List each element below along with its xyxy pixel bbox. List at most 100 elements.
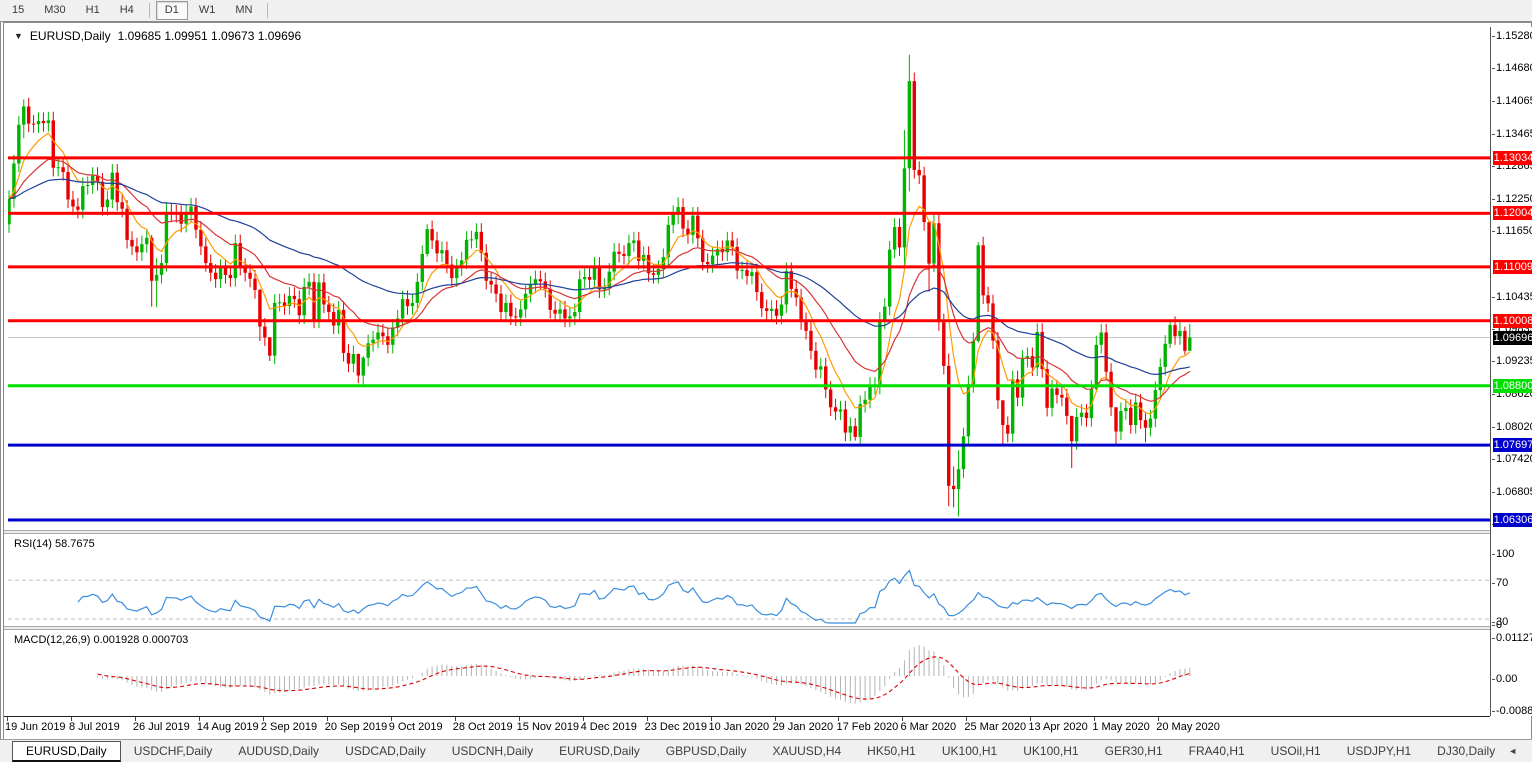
macd-indicator-chart[interactable] (8, 630, 1490, 716)
symbol-tab-bar: EURUSD,Daily USDCHF,Daily AUDUSD,Daily USDC… (0, 739, 1532, 762)
timeframe-toolbar: 15 M30 H1 H4 D1 W1 MN (0, 0, 1532, 21)
date-tick (1094, 717, 1096, 721)
price-tick-label: 1.14065 (1492, 95, 1532, 107)
date-tick (7, 717, 8, 721)
date-label: 9 Oct 2019 (388, 721, 443, 733)
rsi-label: RSI(14) 58.7675 (14, 538, 95, 550)
price-tick-label: 1.11650 (1492, 225, 1532, 237)
timeframe-button-m30[interactable]: M30 (44, 4, 66, 16)
symbol-tab-hk50-h1[interactable]: HK50,H1 (867, 744, 916, 758)
price-axis-line (1490, 27, 1491, 716)
date-tick (134, 717, 136, 721)
date-label: 1 May 2020 (1092, 721, 1150, 733)
resistance-price-badge: 1.10008 (1493, 313, 1532, 328)
symbol-tab-eurusd-daily[interactable]: EURUSD,Daily (12, 741, 121, 762)
price-tick-label: 1.10435 (1492, 291, 1532, 303)
date-tick (70, 717, 72, 721)
main-price-chart[interactable] (8, 27, 1490, 530)
macd-values: 0.001928 0.000703 (93, 634, 189, 646)
symbol-tab-usoil-h1[interactable]: USOil,H1 (1270, 744, 1321, 758)
timeframe-button-15[interactable]: 15 (12, 4, 25, 16)
date-label: 6 Mar 2020 (900, 721, 957, 733)
date-label: 25 Mar 2020 (964, 721, 1027, 733)
panel-splitter[interactable] (4, 626, 1490, 630)
macd-label: MACD(12,26,9) 0.001928 0.000703 (14, 634, 189, 646)
resistance-price-badge: 1.12004 (1493, 206, 1532, 221)
timeframe-button-w1[interactable]: W1 (198, 4, 216, 16)
date-tick (646, 717, 648, 721)
date-label: 15 Nov 2019 (516, 721, 580, 733)
timeframe-button-mn[interactable]: MN (235, 4, 253, 16)
symbol-tab-usdcad-daily[interactable]: USDCAD,Daily (345, 744, 426, 758)
symbol-tab-gbpusd-daily[interactable]: GBPUSD,Daily (665, 744, 747, 758)
current-price-badge: 1.09696 (1493, 330, 1532, 345)
symbol-tab-usdcnh-daily[interactable]: USDCNH,Daily (451, 744, 534, 758)
macd-tick-label: -0.008845 (1492, 705, 1532, 717)
macd-tick-label: 0.011277 (1492, 632, 1532, 644)
axis-divider (4, 716, 1490, 717)
timeframe-button-h1[interactable]: H1 (85, 4, 100, 16)
symbol-tab-uk100-h1[interactable]: UK100,H1 (1023, 744, 1079, 758)
chart-title: ▼ EURUSD,Daily 1.09685 1.09951 1.09673 1… (14, 29, 301, 43)
symbol-tab-uk100-h1[interactable]: UK100,H1 (941, 744, 998, 758)
date-tick (262, 717, 264, 721)
panel-splitter[interactable] (4, 530, 1490, 534)
price-tick-label: 1.14680 (1492, 62, 1532, 74)
symbol-tab-audusd-daily[interactable]: AUDUSD,Daily (238, 744, 320, 758)
date-label: 10 Jan 2020 (708, 721, 770, 733)
date-tick (326, 717, 328, 721)
rsi-tick-label: 100 (1492, 548, 1514, 560)
date-label: 14 Aug 2019 (196, 721, 259, 733)
date-tick (1158, 717, 1160, 721)
price-tick-label: 1.06805 (1492, 486, 1532, 498)
price-tick-label: 1.12250 (1492, 193, 1532, 205)
support-price-badge: 1.06306 (1493, 512, 1532, 527)
toolbar-separator (148, 3, 150, 18)
timeframe-button-h4[interactable]: H4 (119, 4, 134, 16)
symbol-tab-dj30-daily[interactable]: DJ30,Daily (1437, 744, 1496, 758)
tabs-scroll-left-icon[interactable]: ◄ (1508, 746, 1518, 756)
date-tick (838, 717, 840, 721)
date-label: 28 Oct 2019 (452, 721, 513, 733)
date-tick (1030, 717, 1032, 721)
date-label: 17 Feb 2020 (836, 721, 899, 733)
date-tick (390, 717, 392, 721)
date-tick (966, 717, 968, 721)
rsi-value: 58.7675 (54, 538, 95, 550)
price-tick-label: 1.15280 (1492, 30, 1532, 42)
price-tick-label: 1.13465 (1492, 128, 1532, 140)
chart-symbol-label: EURUSD,Daily (29, 29, 111, 43)
rsi-tick-label: 30 (1492, 616, 1508, 628)
timeframe-button-d1[interactable]: D1 (155, 1, 188, 20)
symbol-tab-usdjpy-h1[interactable]: USDJPY,H1 (1346, 744, 1412, 758)
resistance-price-badge: 1.13034 (1493, 150, 1532, 165)
chart-dropdown-icon[interactable]: ▼ (14, 31, 23, 41)
date-tick (710, 717, 712, 721)
date-label: 23 Dec 2019 (644, 721, 707, 733)
date-tick (198, 717, 200, 721)
symbol-tab-eurusd-daily[interactable]: EURUSD,Daily (559, 744, 640, 758)
rsi-indicator-chart[interactable] (8, 534, 1490, 626)
symbol-tab-ger30-h1[interactable]: GER30,H1 (1104, 744, 1163, 758)
date-tick (518, 717, 520, 721)
support-price-badge: 1.08800 (1493, 378, 1532, 393)
price-tick-label: 1.09235 (1492, 355, 1532, 367)
date-label: 8 Jul 2019 (68, 721, 120, 733)
date-label: 13 Apr 2020 (1028, 721, 1088, 733)
symbol-tab-fra40-h1[interactable]: FRA40,H1 (1188, 744, 1245, 758)
macd-tick-label: 0.00 (1492, 673, 1517, 685)
symbol-tab-xauusd-h4[interactable]: XAUUSD,H4 (772, 744, 842, 758)
resistance-price-badge: 1.11009 (1493, 259, 1532, 274)
date-tick (774, 717, 776, 721)
date-label: 26 Jul 2019 (132, 721, 190, 733)
date-label: 20 May 2020 (1156, 721, 1220, 733)
support-price-badge: 1.07697 (1493, 438, 1532, 453)
rsi-tick-label: 70 (1492, 577, 1508, 589)
price-tick-label: 1.07420 (1492, 453, 1532, 465)
date-tick (454, 717, 456, 721)
price-axis: 1.15280 1.14680 1.14065 1.13465 1.12865 1.122… (1492, 27, 1532, 717)
date-label: 20 Sep 2019 (324, 721, 388, 733)
date-tick (582, 717, 584, 721)
symbol-tab-usdchf-daily[interactable]: USDCHF,Daily (133, 744, 213, 758)
